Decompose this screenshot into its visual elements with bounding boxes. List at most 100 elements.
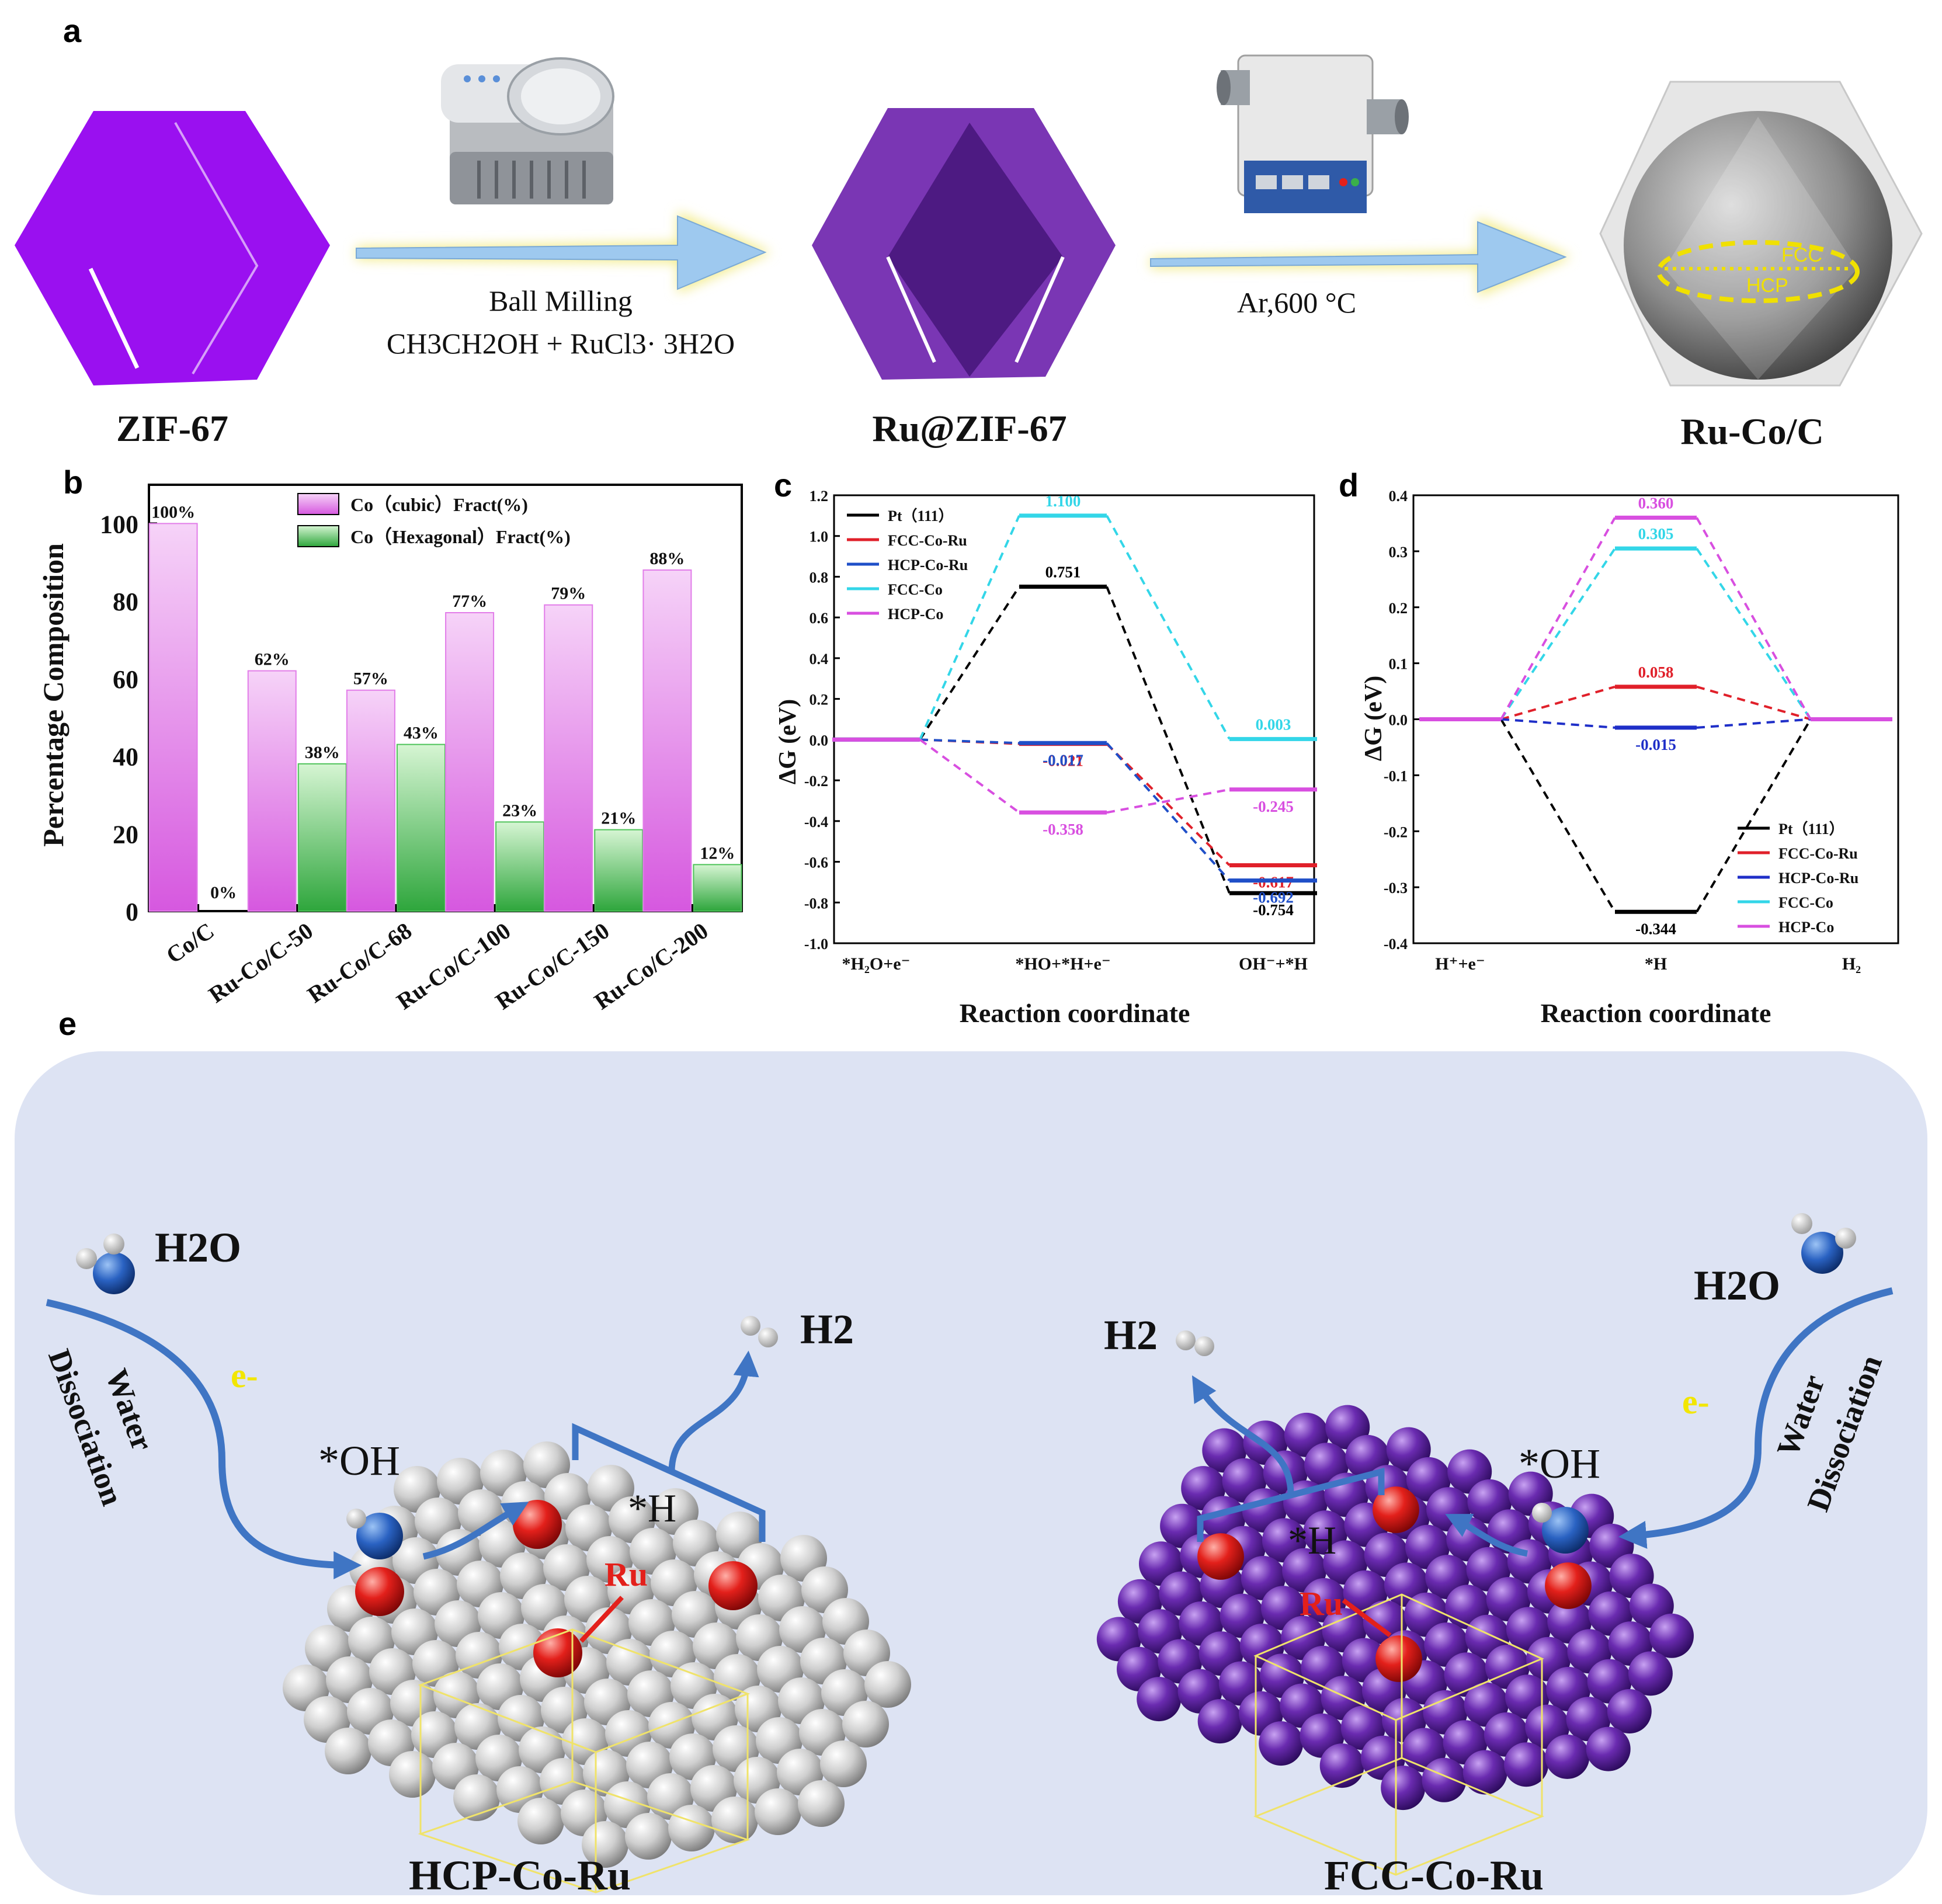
panel-label-e: e (58, 1005, 77, 1042)
value-label: 0.003 (1256, 715, 1291, 733)
zif67-polyhedron (15, 111, 330, 385)
legend-label: FCC-Co (888, 581, 943, 598)
chart-b-bar (642, 569, 692, 912)
legend-label: HCP-Co (888, 606, 943, 623)
chart-b-bar (346, 689, 395, 912)
ytick-label: -1.0 (804, 936, 828, 953)
value-label: 1.100 (1045, 492, 1081, 510)
state-label: H⁺+e⁻ (1435, 954, 1485, 974)
h-label-right: *H (1288, 1518, 1336, 1562)
ytick-label: -0.4 (1384, 936, 1408, 953)
atom (820, 1740, 867, 1787)
ytick-label: -0.8 (804, 895, 828, 912)
h2-release-arrow-right (1191, 1375, 1294, 1496)
ytick-label: 0.2 (810, 692, 829, 708)
chart-c: -1.0 -0.8 -0.6 -0.4 -0.2 0.0 0.2 0.4 0.6 0.8 1.0 1.… (804, 488, 1317, 974)
panel-e-background (15, 1051, 1927, 1895)
chart-b-ytick-label: 100 (100, 510, 138, 538)
value-label: -0.754 (1253, 901, 1294, 919)
value-label: -0.245 (1253, 798, 1294, 815)
chart-c-ylabel: ΔG (eV) (774, 699, 801, 784)
chart-d-xlabel: Reaction coordinate (1541, 998, 1771, 1028)
process-arrow-1 (356, 211, 771, 293)
water-dissociation-arrow-right (1618, 1287, 1894, 1549)
ru-atom (708, 1561, 758, 1610)
chart-b-data-label: 88% (649, 549, 685, 568)
connector-FCC-Co-Ru (1696, 685, 1811, 721)
unit-cell-fcc (1253, 1593, 1544, 1876)
atom (389, 1751, 436, 1798)
ru-label-right: Ru (1300, 1585, 1343, 1622)
ytick-label: 0.3 (1389, 544, 1408, 561)
connector-Pt（111） (1500, 718, 1616, 913)
chart-b-bar (445, 612, 495, 912)
ru-atom (1197, 1533, 1244, 1580)
connector-FCC-Co-Ru (1500, 685, 1616, 721)
ru-atom (1545, 1562, 1592, 1609)
chart-b-bar (148, 523, 198, 912)
panel-label-d: d (1339, 467, 1359, 503)
legend-label: HCP-Co-Ru (888, 557, 968, 574)
connector-HCP-Co-Ru (1696, 718, 1811, 729)
phase-label-hcp: HCP (1746, 275, 1788, 297)
atom (1137, 1677, 1182, 1722)
legend-label: FCC-Co-Ru (1778, 845, 1858, 862)
value-label: 0.751 (1045, 564, 1081, 581)
ytick-label: -0.1 (1384, 767, 1408, 784)
atom (798, 1780, 845, 1827)
process-arrow-2 (1150, 217, 1571, 297)
chart-b-data-label: 100% (151, 502, 195, 522)
state-label: OH⁻+*H (1239, 954, 1308, 974)
hcp-lattice (283, 1441, 911, 1868)
ytick-label: 0.0 (1389, 712, 1408, 729)
ytick-label: 0.4 (1389, 488, 1408, 505)
connector-Pt（111） (919, 586, 1020, 741)
unit-cell-hcp (418, 1628, 751, 1893)
ytick-label: 0.8 (810, 569, 829, 586)
ru-co-c-particle: FCC HCP (1599, 81, 1923, 387)
legend-label: FCC-Co-Ru (888, 532, 967, 549)
chart-b: 0 20 40 60 80 100 100% 0% Co/C 62% 38% Ru-Co/C-50 57… (100, 484, 743, 1014)
atom (1462, 1750, 1507, 1795)
h2-release-arrow-left (668, 1350, 759, 1472)
h-label-left: *H (628, 1486, 676, 1530)
ru-zif67-polyhedron (812, 108, 1116, 380)
chart-b-ylabel: Percentage Composition (37, 543, 70, 847)
atom (1422, 1757, 1467, 1802)
value-label: -0.692 (1253, 889, 1294, 906)
chart-b-bar (247, 670, 297, 912)
oh-group-right (1532, 1503, 1589, 1554)
step1-text-line2: CH3CH2OH + RuCl3· 3H2O (387, 327, 735, 360)
value-label: 0.360 (1638, 494, 1674, 512)
electron-label-left: e- (231, 1356, 258, 1395)
electron-label-right: e- (1682, 1382, 1710, 1421)
value-label: -0.358 (1043, 821, 1083, 838)
panel-e: e H2O Water Dissociation e- *OH (15, 1005, 1927, 1899)
value-label: -0.017 (1043, 751, 1083, 769)
ytick-label: -0.3 (1384, 880, 1408, 897)
legend-label: HCP-Co-Ru (1778, 870, 1858, 887)
chart-b-ytick-label: 80 (113, 588, 138, 616)
label-ru-zif67: Ru@ZIF-67 (872, 408, 1066, 449)
panel-d: d ΔG (eV) Reaction coordinate -0.4-0.3-0… (1339, 467, 1899, 1028)
phase-label-fcc: FCC (1781, 244, 1822, 266)
chart-b-bar (396, 743, 446, 912)
step2-text: Ar,600 °C (1237, 286, 1356, 319)
chart-b-ytick-label: 40 (113, 743, 138, 772)
ytick-label: 0.4 (810, 651, 829, 668)
ytick-label: 0.1 (1389, 656, 1408, 673)
value-label: 0.058 (1638, 663, 1674, 681)
ru-pointer-left (579, 1596, 624, 1643)
connector-FCC-Co (1696, 547, 1812, 720)
atom (1649, 1613, 1694, 1658)
ytick-label: -0.2 (804, 773, 828, 790)
connector-HCP-Co-Ru (919, 738, 1020, 745)
ru-pointer-right (1342, 1598, 1392, 1638)
state-label: H₂ (1842, 954, 1861, 974)
chart-b-xtick-label: Co/C (161, 918, 219, 969)
hop-arrow-right (1445, 1514, 1528, 1557)
chart-b-data-label: 57% (353, 669, 388, 689)
connector-HCP-Co (1696, 517, 1812, 720)
label-ru-co-c: Ru-Co/C (1680, 411, 1823, 452)
legend-label: Pt（111） (1778, 821, 1844, 838)
